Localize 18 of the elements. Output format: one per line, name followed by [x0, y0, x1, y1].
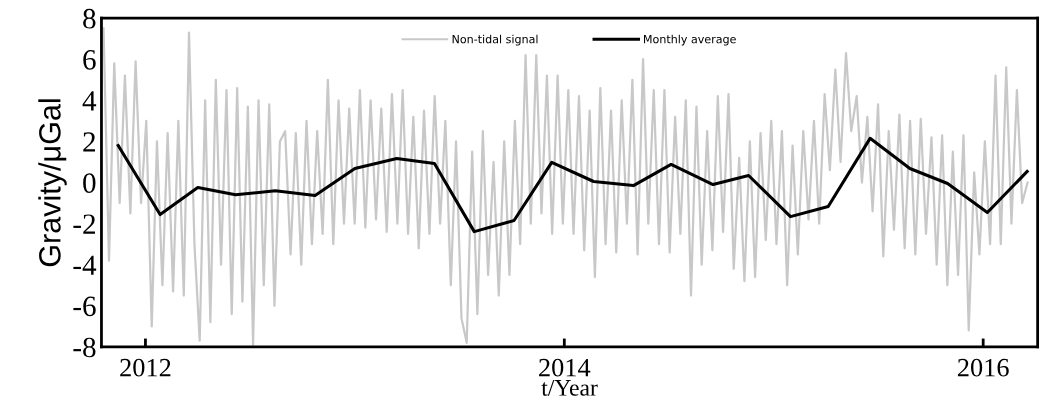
y-tick-label: 0: [83, 173, 96, 193]
y-axis-title: Gravity/μGal: [38, 99, 67, 267]
legend-label: Monthly average: [644, 34, 736, 46]
y-tick-label: -4: [73, 255, 97, 275]
y-tick-label: -6: [73, 296, 96, 317]
y-tick-label: 6: [83, 50, 96, 70]
y-tick-label: 4: [82, 91, 97, 111]
y-tick-label: 8: [83, 8, 96, 29]
x-tick-label: 2012: [120, 358, 171, 377]
x-tick-label: 2016: [957, 358, 1009, 377]
line-series: [102, 27, 1029, 346]
line-series: [116, 136, 1029, 234]
y-tick-label: 2: [83, 132, 95, 152]
y-tick-label: -2: [73, 214, 95, 234]
x-tick-label: 2014: [539, 358, 591, 377]
x-axis-title: t/Year: [541, 379, 598, 396]
y-tick-label: -8: [73, 337, 96, 358]
legend-label: Non-tidal signal: [452, 34, 538, 46]
